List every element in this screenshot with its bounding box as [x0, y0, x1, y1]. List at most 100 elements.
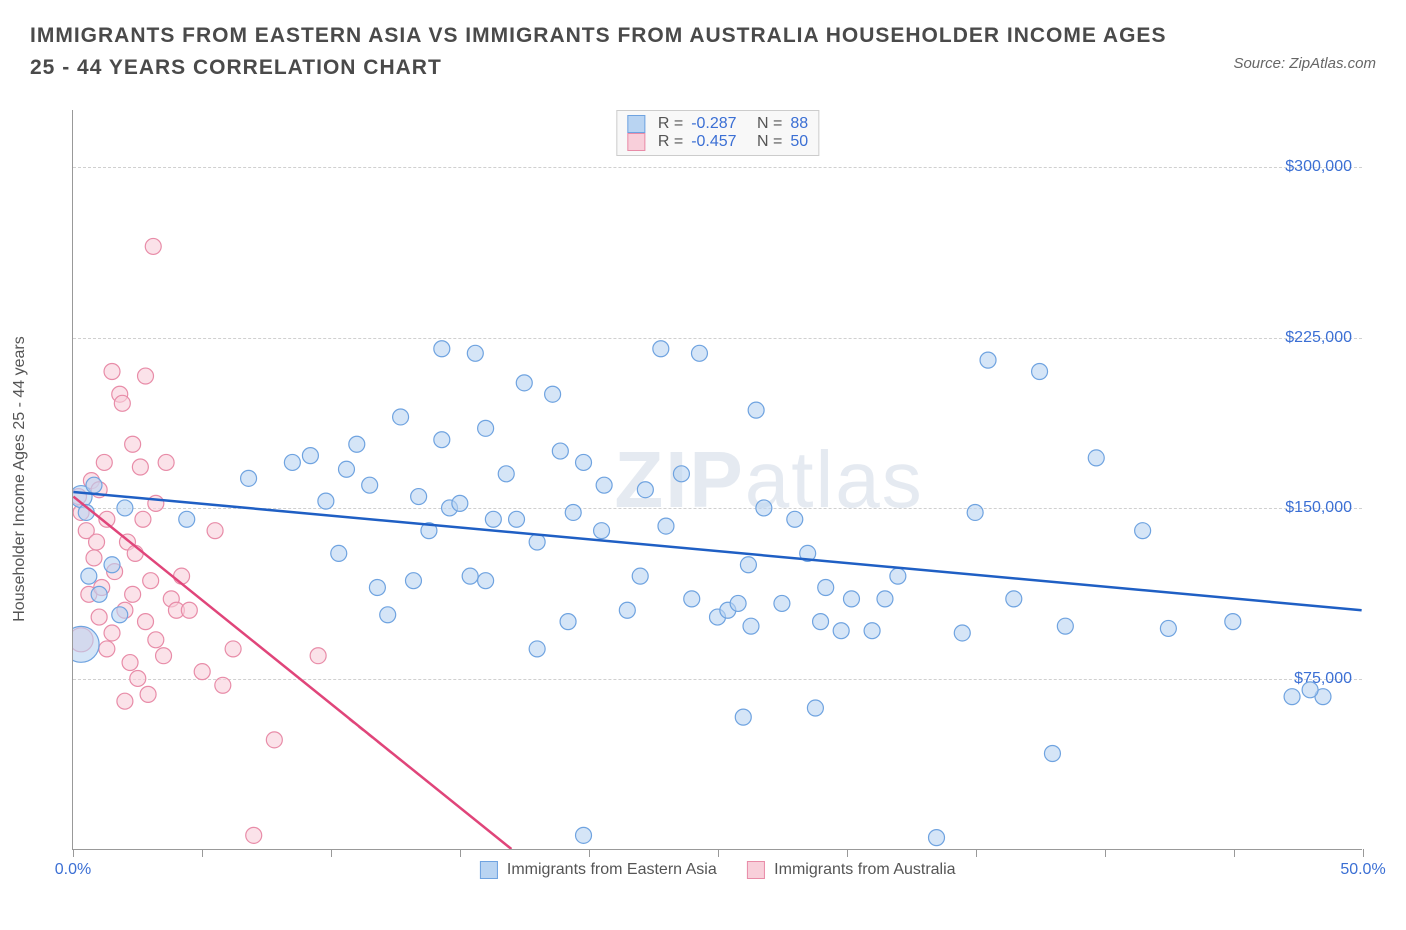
data-point [145, 238, 161, 254]
data-point [138, 368, 154, 384]
data-point [1044, 746, 1060, 762]
data-point [411, 489, 427, 505]
data-point [1057, 618, 1073, 634]
data-point [735, 709, 751, 725]
x-tick [202, 849, 203, 857]
data-point [774, 595, 790, 611]
data-point [140, 686, 156, 702]
data-point [684, 591, 700, 607]
x-tick-label-max: 50.0% [1340, 861, 1385, 879]
data-point [673, 466, 689, 482]
data-point [498, 466, 514, 482]
series-name-0: Immigrants from Eastern Asia [507, 861, 717, 878]
correlation-legend: R = -0.287 N = 88 R = -0.457 N = 50 [616, 110, 819, 156]
data-point [369, 580, 385, 596]
data-point [215, 677, 231, 693]
data-point [104, 625, 120, 641]
data-point [91, 609, 107, 625]
data-point [452, 495, 468, 511]
data-point [125, 586, 141, 602]
data-point [576, 827, 592, 843]
data-point [302, 448, 318, 464]
r-prefix: R = [658, 133, 683, 151]
data-point [338, 461, 354, 477]
data-point [122, 655, 138, 671]
x-tick-label-min: 0.0% [55, 861, 91, 879]
data-point [194, 664, 210, 680]
data-point [833, 623, 849, 639]
r-prefix: R = [658, 115, 683, 133]
x-tick [976, 849, 977, 857]
data-point [138, 614, 154, 630]
data-point [174, 568, 190, 584]
data-point [86, 550, 102, 566]
data-point [1006, 591, 1022, 607]
data-point [117, 693, 133, 709]
data-point [148, 495, 164, 511]
data-point [756, 500, 772, 516]
n-value-1: 50 [790, 133, 808, 151]
data-point [743, 618, 759, 634]
n-prefix: N = [757, 133, 782, 151]
data-point [104, 557, 120, 573]
data-point [529, 534, 545, 550]
legend-row-series-1: R = -0.457 N = 50 [627, 133, 808, 151]
chart-title: IMMIGRANTS FROM EASTERN ASIA VS IMMIGRAN… [30, 20, 1180, 83]
bottom-legend-item-1: Immigrants from Australia [747, 861, 956, 879]
data-point [86, 477, 102, 493]
data-point [890, 568, 906, 584]
data-point [467, 345, 483, 361]
data-point [1225, 614, 1241, 630]
bottom-legend-item-0: Immigrants from Eastern Asia [479, 861, 716, 879]
data-point [104, 364, 120, 380]
r-value-0: -0.287 [691, 115, 736, 133]
data-point [478, 573, 494, 589]
data-point [565, 504, 581, 520]
data-point [143, 573, 159, 589]
data-point [393, 409, 409, 425]
data-point [980, 352, 996, 368]
data-point [658, 518, 674, 534]
data-point [380, 607, 396, 623]
scatter-svg [73, 110, 1362, 849]
data-point [434, 341, 450, 357]
data-point [637, 482, 653, 498]
data-point [434, 432, 450, 448]
data-point [405, 573, 421, 589]
data-point [362, 477, 378, 493]
data-point [545, 386, 561, 402]
data-point [596, 477, 612, 493]
data-point [331, 545, 347, 561]
x-tick [331, 849, 332, 857]
data-point [954, 625, 970, 641]
x-tick [847, 849, 848, 857]
data-point [740, 557, 756, 573]
series-name-1: Immigrants from Australia [774, 861, 955, 878]
data-point [1135, 523, 1151, 539]
data-point [748, 402, 764, 418]
data-point [135, 511, 151, 527]
data-point [552, 443, 568, 459]
data-point [132, 459, 148, 475]
x-tick [1105, 849, 1106, 857]
data-point [148, 632, 164, 648]
data-point [284, 454, 300, 470]
data-point [813, 614, 829, 630]
data-point [529, 641, 545, 657]
x-tick [718, 849, 719, 857]
legend-swatch-bottom-1 [747, 861, 765, 879]
y-axis-label: Householder Income Ages 25 - 44 years [11, 336, 29, 622]
data-point [112, 607, 128, 623]
source-label: Source: ZipAtlas.com [1233, 55, 1376, 72]
x-tick [589, 849, 590, 857]
data-point [241, 470, 257, 486]
n-prefix: N = [757, 115, 782, 133]
data-point [1284, 689, 1300, 705]
data-point [967, 504, 983, 520]
data-point [207, 523, 223, 539]
bottom-legend: Immigrants from Eastern Asia Immigrants … [479, 861, 955, 879]
data-point [89, 534, 105, 550]
data-point [485, 511, 501, 527]
data-point [560, 614, 576, 630]
r-value-1: -0.457 [691, 133, 736, 151]
